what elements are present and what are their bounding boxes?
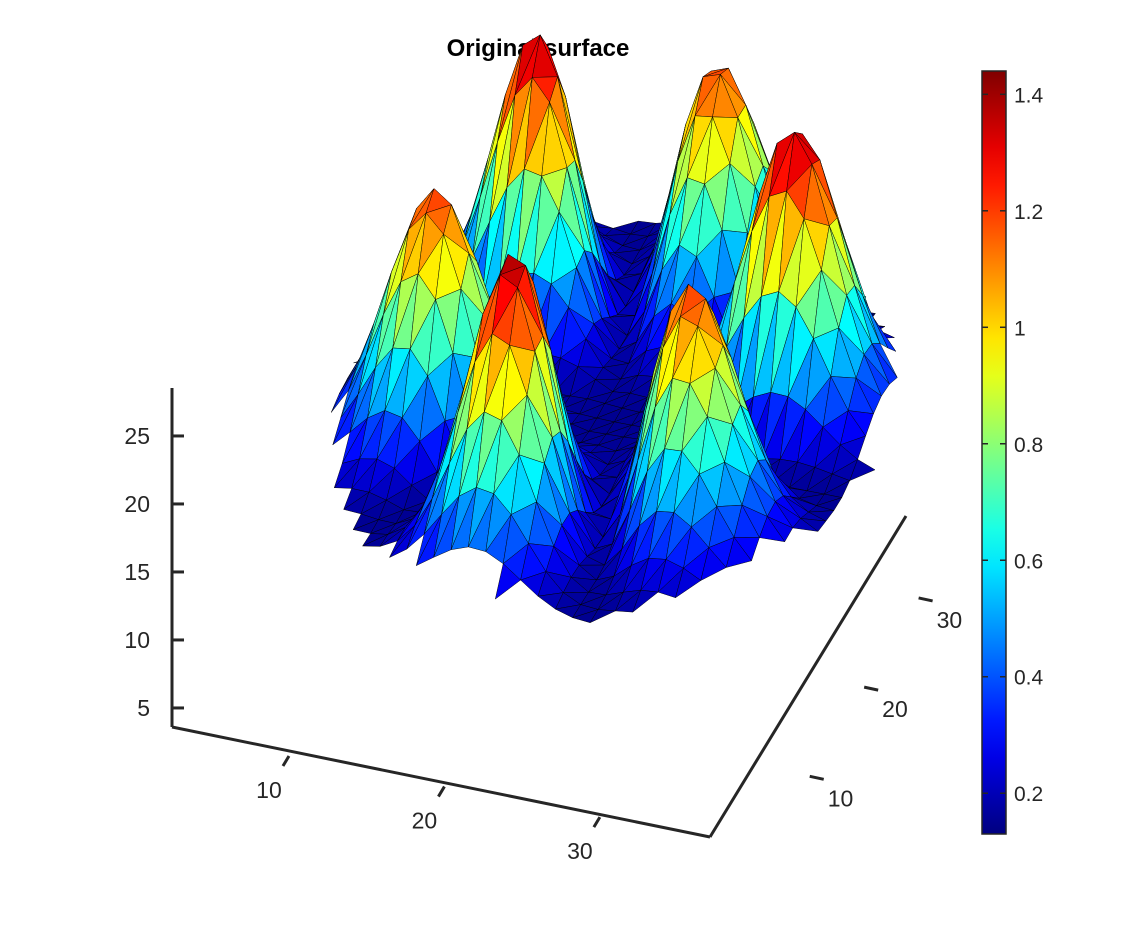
x-tick-label: 10 xyxy=(256,777,282,803)
surface-facet xyxy=(589,609,617,624)
z-tick-label: 10 xyxy=(124,627,150,653)
x-ticks: 10 20 30 xyxy=(256,755,602,864)
axes: 5 10 15 20 25 10 20 30 10 20 30 xyxy=(124,388,962,864)
colorbar-ticks: 0.2 0.4 0.6 0.8 1 1.2 1.4 xyxy=(982,84,1044,806)
surface-facet xyxy=(792,518,819,532)
x-tick-mark xyxy=(592,816,602,828)
y-tick-mark xyxy=(809,774,825,781)
y-ticks: 10 20 30 xyxy=(809,596,963,811)
plot-area[interactable]: 5 10 15 20 25 10 20 30 10 20 30 xyxy=(124,34,962,864)
colorbar-tick-label: 0.6 xyxy=(1014,550,1043,573)
surface-facet xyxy=(675,567,702,599)
colorbar-tick-label: 1.2 xyxy=(1014,201,1043,224)
surface-mesh xyxy=(330,34,898,624)
colorbar[interactable]: 0.2 0.4 0.6 0.8 1 1.2 1.4 xyxy=(981,70,1044,835)
surface-facet xyxy=(725,536,752,568)
colorbar-tick-label: 1 xyxy=(1014,317,1026,340)
surface-facet xyxy=(700,547,727,581)
z-tick-label: 25 xyxy=(124,423,150,449)
surface-facet xyxy=(759,516,786,543)
y-tick-mark xyxy=(863,685,879,692)
y-tick-mark xyxy=(918,596,933,603)
colorbar-tick-label: 1.4 xyxy=(1014,84,1044,107)
y-tick-label: 10 xyxy=(828,785,854,811)
y-axis-line xyxy=(708,515,908,838)
z-tick-label: 15 xyxy=(124,559,150,585)
colorbar-tick-label: 0.2 xyxy=(1014,783,1043,806)
x-tick-mark xyxy=(437,785,446,798)
z-tick-label: 20 xyxy=(124,491,150,517)
z-tick-label: 5 xyxy=(137,695,150,721)
surface-facet xyxy=(632,589,659,613)
x-tick-mark xyxy=(281,755,291,767)
surface-facet xyxy=(494,563,521,600)
colorbar-tick-label: 0.8 xyxy=(1014,434,1043,457)
x-axis-line xyxy=(171,725,711,839)
colorbar-tick-label: 0.4 xyxy=(1014,667,1044,690)
colorbar-gradient xyxy=(981,70,1007,835)
z-ticks: 5 10 15 20 25 xyxy=(124,423,184,721)
surface-facet xyxy=(849,459,876,482)
x-tick-label: 30 xyxy=(567,838,593,864)
y-tick-label: 30 xyxy=(937,607,963,633)
x-tick-label: 20 xyxy=(412,808,438,834)
y-tick-label: 20 xyxy=(882,696,908,722)
